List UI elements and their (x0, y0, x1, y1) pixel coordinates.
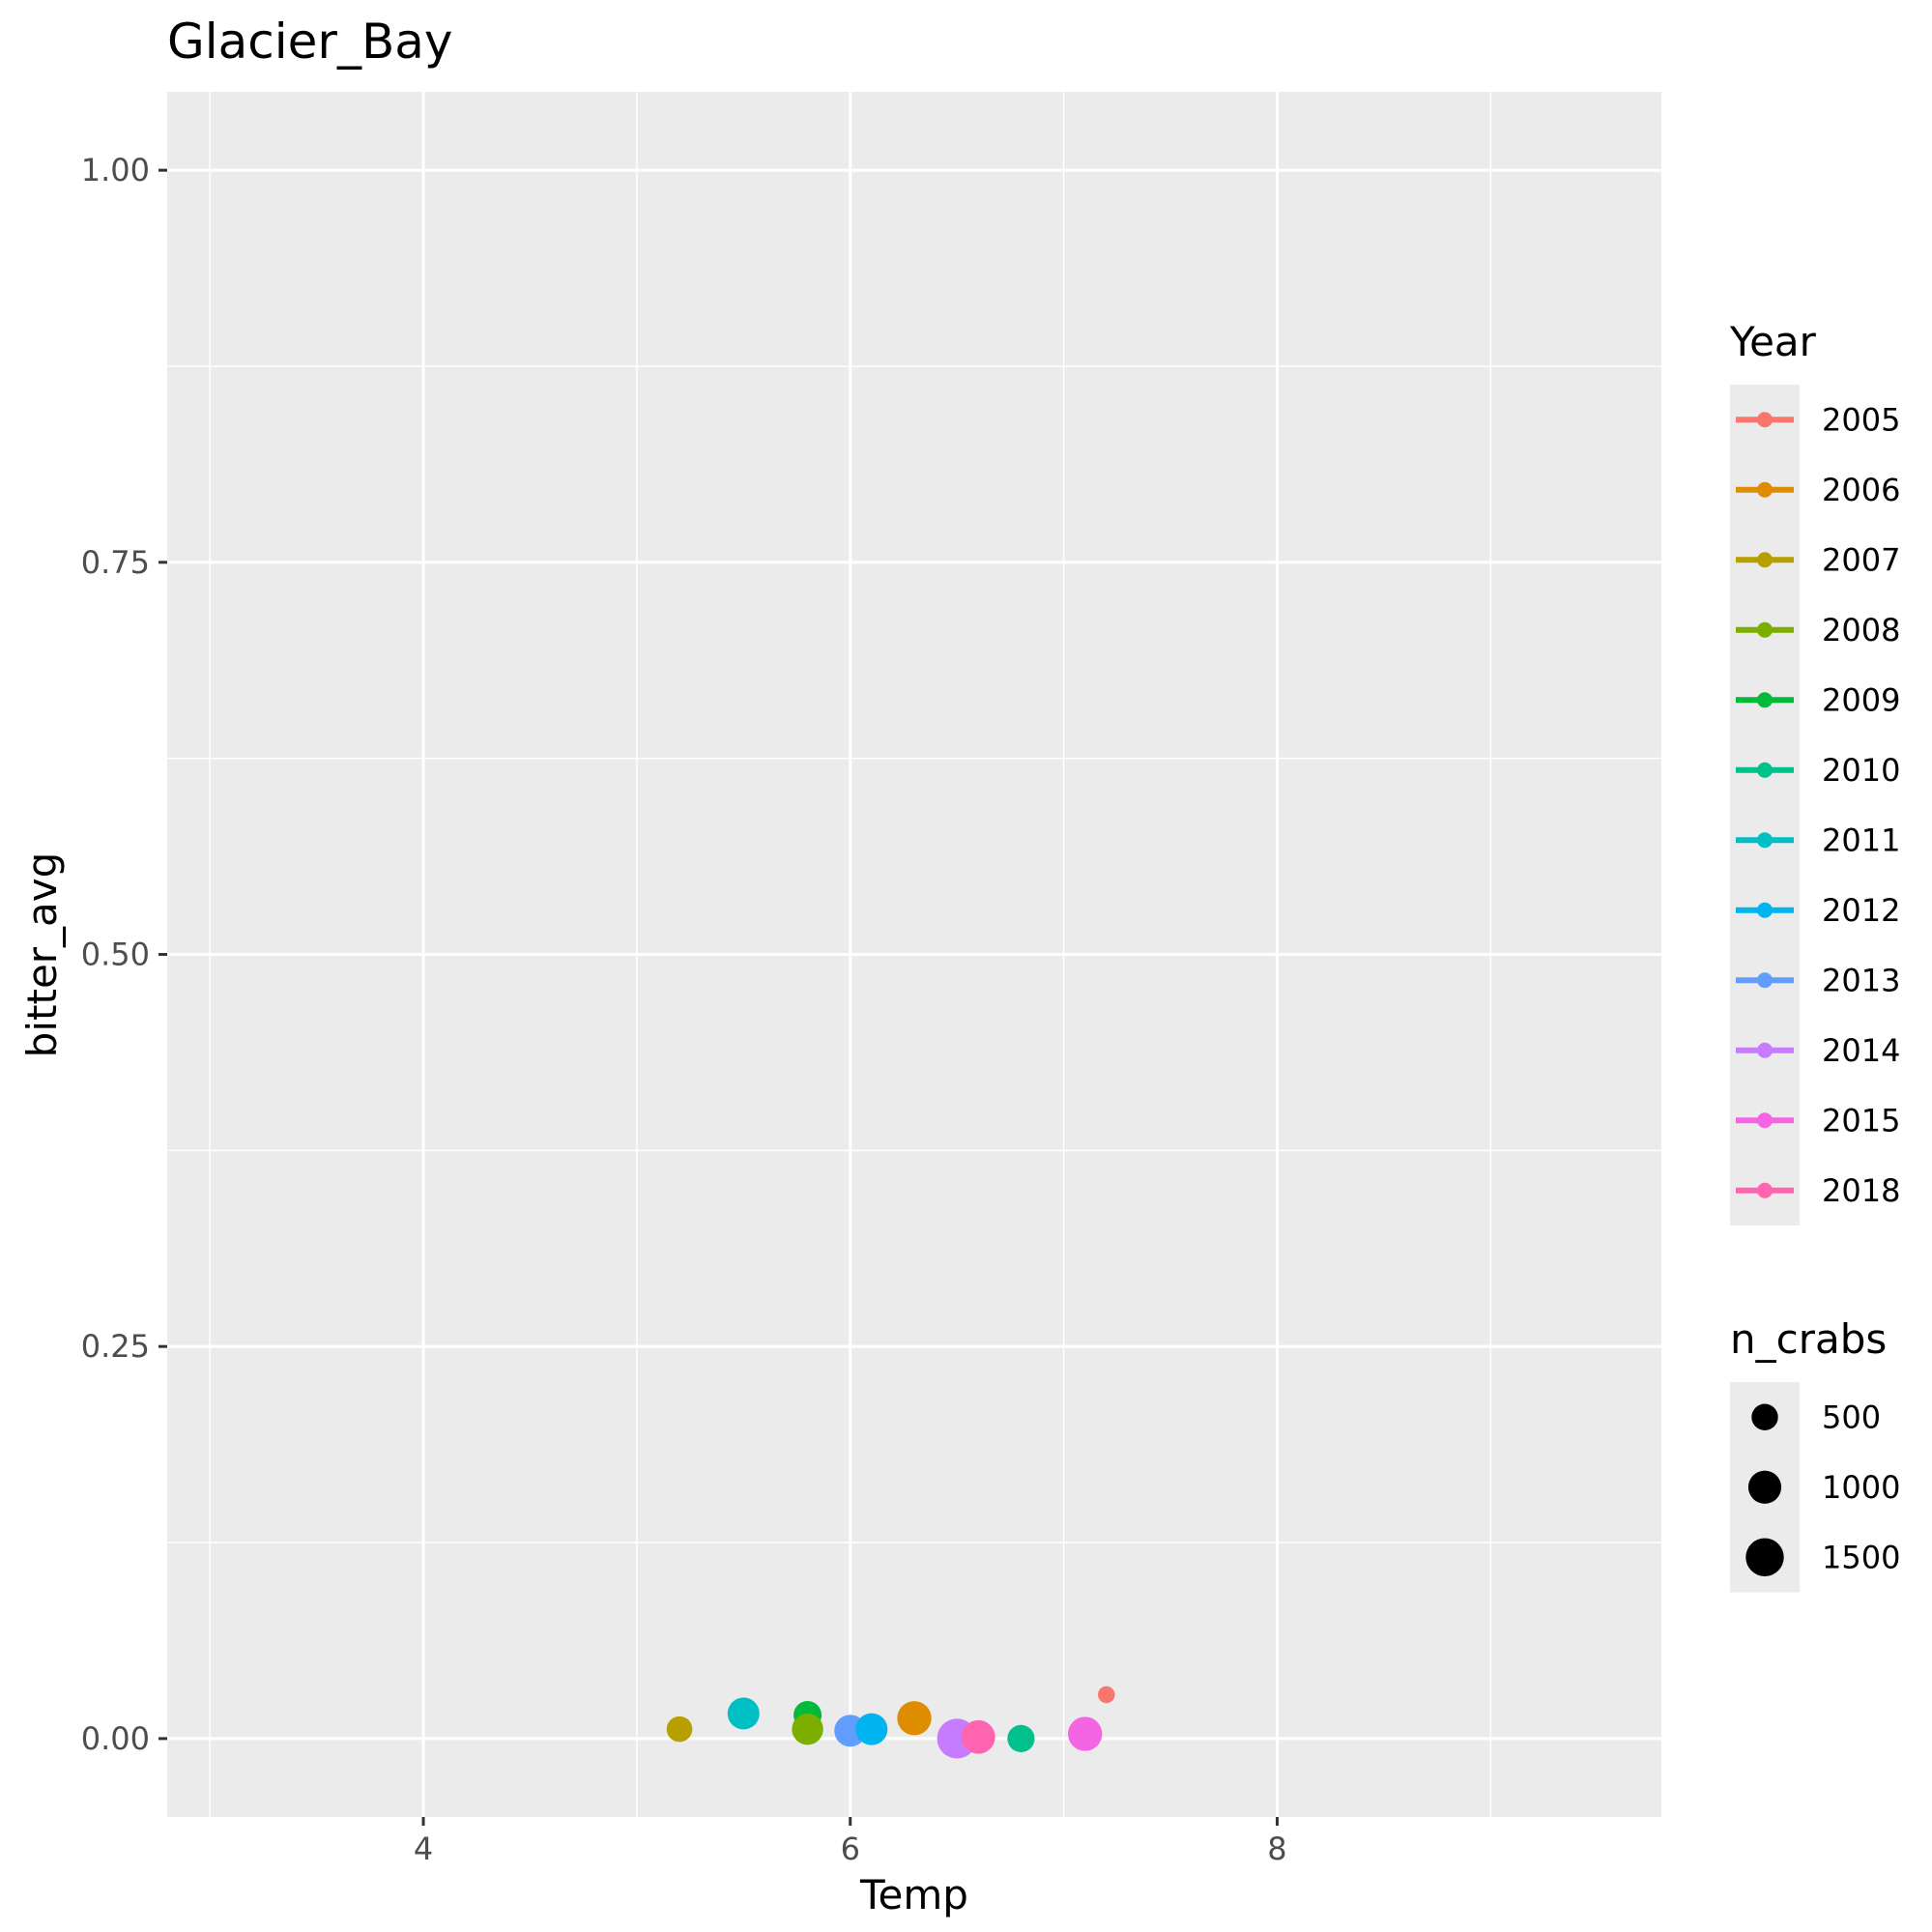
legend-year-label: 2005 (1822, 401, 1900, 438)
legend-year-key-dot (1757, 762, 1773, 778)
data-point-2012 (855, 1713, 888, 1745)
data-point-2007 (666, 1716, 693, 1743)
legend-n-crabs: n_crabs 500 1000 1500 (1730, 1315, 1900, 1593)
legend-year-label: 2011 (1822, 822, 1900, 858)
data-point-2008 (792, 1713, 823, 1745)
legend-year-label: 2018 (1822, 1172, 1900, 1209)
legend-year-key-dot (1757, 552, 1773, 568)
x-tick-label: 6 (841, 1831, 860, 1867)
legend-year-title: Year (1729, 318, 1817, 365)
y-tick-label: 0.25 (81, 1328, 150, 1365)
legend-year-key-bg (1730, 385, 1800, 1226)
y-tick-label: 1.00 (81, 152, 150, 188)
legend-n-crabs-label: 1000 (1822, 1469, 1900, 1506)
y-axis-title: bitter_avg (18, 852, 66, 1058)
x-axis-title: Temp (859, 1871, 968, 1918)
x-tick-label: 4 (414, 1831, 433, 1867)
legend-year-label: 2013 (1822, 962, 1900, 998)
legend-year-label: 2007 (1822, 541, 1900, 578)
legend-year-key-dot (1757, 481, 1773, 498)
legend-year-label: 2015 (1822, 1102, 1900, 1139)
y-tick-label: 0.50 (81, 937, 150, 973)
legend-n-crabs-label: 500 (1822, 1399, 1881, 1435)
legend-year-label: 2009 (1822, 681, 1900, 718)
legend-n-crabs-key-dot (1747, 1470, 1782, 1504)
y-axis: 0.00 0.25 0.50 0.75 1.00 (81, 152, 167, 1757)
legend-year-label: 2012 (1822, 892, 1900, 929)
chart-title: Glacier_Bay (167, 14, 453, 70)
x-axis: 4 6 8 (414, 1817, 1287, 1867)
grid (167, 92, 1661, 1817)
legend-n-crabs-key-dot (1745, 1538, 1784, 1576)
legend-year-key-dot (1757, 972, 1773, 989)
legend-n-crabs-key-dot (1751, 1403, 1778, 1430)
data-points (666, 1686, 1115, 1759)
legend-year-key-dot (1757, 1042, 1773, 1058)
legend-year-key-dot (1757, 832, 1773, 849)
y-tick-label: 0.00 (81, 1720, 150, 1757)
data-point-2010 (1007, 1724, 1035, 1752)
data-point-2015 (1068, 1716, 1103, 1751)
legend-year-key-dot (1757, 412, 1773, 428)
data-point-2018 (961, 1719, 995, 1754)
legend-year-key-dot (1757, 1182, 1773, 1198)
data-point-2005 (1097, 1686, 1115, 1704)
legend-n-crabs-title: n_crabs (1730, 1315, 1887, 1363)
y-tick-label: 0.75 (81, 544, 150, 581)
data-point-2006 (897, 1701, 932, 1736)
legend-year-key-dot (1757, 902, 1773, 918)
legend-year-label: 2008 (1822, 612, 1900, 649)
legend-year-key-dot (1757, 1112, 1773, 1129)
legend-year-label: 2014 (1822, 1032, 1900, 1069)
legend-year-label: 2010 (1822, 752, 1900, 789)
legend-year-label: 2006 (1822, 472, 1900, 508)
legend-n-crabs-label: 1500 (1822, 1539, 1900, 1575)
data-point-2011 (727, 1697, 760, 1730)
legend-year-key-dot (1757, 621, 1773, 638)
legend-year-key-dot (1757, 692, 1773, 708)
x-tick-label: 8 (1267, 1831, 1286, 1867)
